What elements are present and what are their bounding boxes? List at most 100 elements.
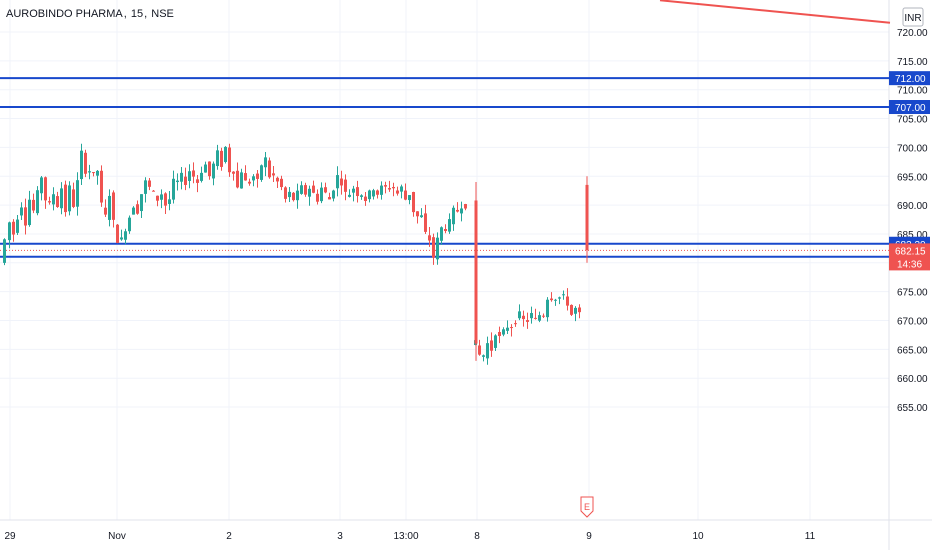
- time-tick-label: 29: [4, 531, 16, 542]
- candle-body: [404, 190, 407, 200]
- candle-body: [384, 185, 387, 187]
- candle-body: [440, 227, 443, 241]
- candle-body: [424, 213, 427, 232]
- candle-body: [514, 323, 517, 325]
- price-tick-label: 720.00: [897, 28, 928, 39]
- candle-body: [212, 163, 215, 179]
- time-tick-label: 11: [805, 531, 816, 542]
- level-price-tag: [889, 71, 930, 86]
- level-price-label: 712.00: [895, 74, 926, 85]
- candle-body: [272, 173, 275, 176]
- candle-body: [68, 185, 71, 212]
- candle-body: [288, 191, 291, 198]
- candle-body: [574, 307, 577, 314]
- candle-body: [20, 207, 23, 216]
- candle-body: [336, 175, 339, 189]
- candle-body: [436, 237, 439, 260]
- candle-body: [116, 224, 119, 243]
- candle-body: [32, 199, 35, 211]
- price-tick-label: 665.00: [897, 345, 928, 356]
- candle-body: [328, 197, 331, 200]
- last-price-label: 682.15: [895, 246, 926, 257]
- candle-body: [368, 190, 371, 200]
- candle-body: [502, 329, 505, 335]
- candle-body: [100, 170, 103, 203]
- candle-body: [96, 170, 99, 176]
- candle-body: [482, 355, 485, 357]
- candle-body: [518, 311, 521, 319]
- candle-body: [490, 340, 493, 351]
- candle-body: [216, 150, 219, 167]
- candle-body: [542, 315, 545, 317]
- candle-body: [220, 150, 223, 167]
- candle-body: [396, 190, 399, 194]
- candle-body: [204, 164, 207, 173]
- candle-body: [240, 172, 243, 189]
- candle-body: [538, 315, 541, 321]
- candle-body: [40, 177, 43, 194]
- candle-body: [36, 190, 39, 214]
- price-tick-label: 685.00: [897, 230, 928, 241]
- candle-body: [76, 180, 79, 207]
- earnings-event-label: E: [584, 502, 590, 512]
- candle-body: [570, 304, 573, 315]
- candle-body: [180, 172, 183, 182]
- candle-body: [140, 194, 143, 212]
- price-tick-label: 710.00: [897, 86, 928, 97]
- candle-body: [92, 172, 95, 174]
- candle-body: [332, 190, 335, 199]
- candle-body: [348, 194, 351, 197]
- candle-body: [16, 219, 19, 233]
- price-tick-label: 715.00: [897, 57, 928, 68]
- candle-body: [160, 194, 163, 200]
- candle-body: [522, 315, 525, 320]
- earnings-event-icon[interactable]: [580, 496, 594, 518]
- candle-body: [232, 171, 235, 174]
- candle-body: [428, 235, 431, 241]
- candle-body: [412, 192, 415, 213]
- candle-body: [478, 345, 481, 355]
- candle-body: [554, 299, 557, 301]
- candle-body: [276, 177, 279, 182]
- price-tick-label: 675.00: [897, 288, 928, 299]
- time-tick-label: 10: [692, 531, 704, 542]
- candle-body: [108, 195, 111, 220]
- time-tick-label: 8: [474, 531, 480, 542]
- candle-body: [248, 181, 251, 184]
- candle-body: [300, 185, 303, 194]
- interval-label: 15: [130, 8, 144, 20]
- candle-body: [24, 207, 27, 226]
- candle-body: [128, 217, 131, 232]
- candle-body: [400, 186, 403, 192]
- candle-body: [44, 177, 47, 201]
- candle-body: [464, 204, 467, 209]
- candle-body: [312, 185, 315, 193]
- candle-body: [456, 209, 459, 212]
- time-tick-label: 3: [337, 531, 343, 542]
- candle-body: [264, 157, 267, 168]
- candle-body: [444, 229, 447, 232]
- candle-body: [530, 313, 533, 319]
- time-tick-label: 9: [586, 531, 592, 542]
- candle-body: [372, 190, 375, 197]
- candle-body: [416, 211, 419, 217]
- chart-title: AUROBINDO PHARMA, 15, NSE: [6, 8, 174, 20]
- currency-badge[interactable]: [902, 7, 924, 27]
- candle-body: [88, 171, 91, 173]
- last-price-tag: [889, 243, 930, 271]
- candle-body: [340, 178, 343, 186]
- candle-body: [448, 219, 451, 232]
- candle-body: [244, 173, 247, 181]
- candle-body: [184, 176, 187, 185]
- candle-body: [172, 178, 175, 200]
- trend-line[interactable]: [659, 0, 891, 24]
- time-tick-label: 13:00: [393, 531, 418, 542]
- candle-body: [376, 190, 379, 195]
- candle-body: [236, 170, 239, 188]
- candle-body: [494, 335, 497, 348]
- price-tick-label: 695.00: [897, 172, 928, 183]
- candle-body: [144, 180, 147, 194]
- candle-body: [585, 184, 589, 251]
